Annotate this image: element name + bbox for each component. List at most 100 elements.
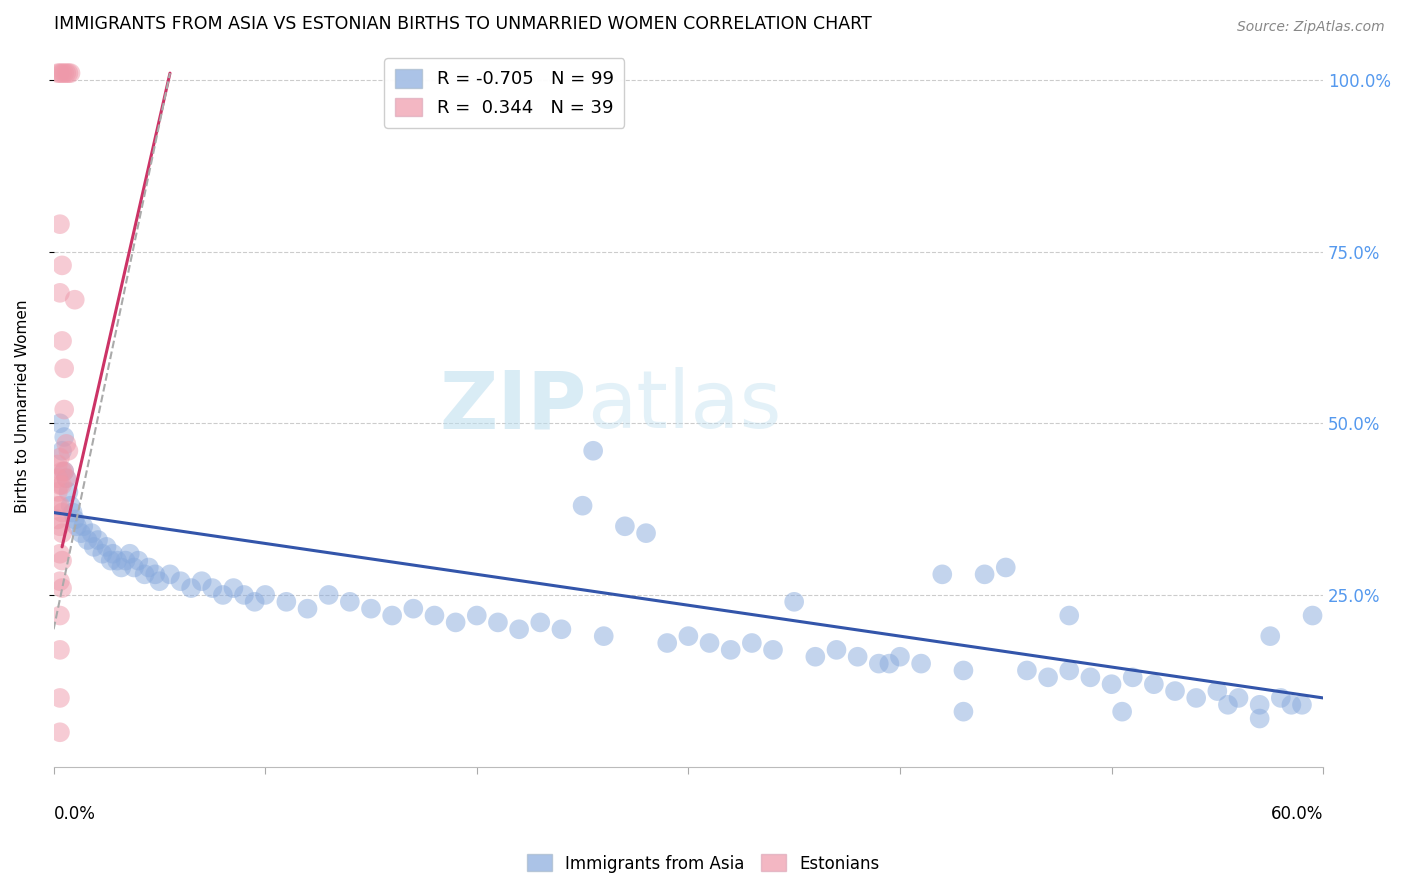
Point bbox=[46, 471, 69, 485]
Point bbox=[1279, 698, 1302, 712]
Point bbox=[55, 66, 77, 80]
Point bbox=[571, 499, 593, 513]
Point bbox=[804, 649, 827, 664]
Point bbox=[59, 499, 82, 513]
Legend: Immigrants from Asia, Estonians: Immigrants from Asia, Estonians bbox=[520, 847, 886, 880]
Point bbox=[91, 547, 114, 561]
Point bbox=[444, 615, 467, 630]
Point bbox=[46, 458, 69, 472]
Point bbox=[952, 705, 974, 719]
Point bbox=[1080, 670, 1102, 684]
Text: Source: ZipAtlas.com: Source: ZipAtlas.com bbox=[1237, 20, 1385, 34]
Point bbox=[49, 547, 72, 561]
Point bbox=[973, 567, 995, 582]
Point bbox=[58, 66, 80, 80]
Point bbox=[53, 430, 76, 444]
Point bbox=[51, 526, 73, 541]
Point bbox=[529, 615, 551, 630]
Point bbox=[233, 588, 256, 602]
Point bbox=[1185, 690, 1208, 705]
Point bbox=[423, 608, 446, 623]
Point bbox=[879, 657, 901, 671]
Point bbox=[180, 581, 202, 595]
Point bbox=[678, 629, 700, 643]
Point bbox=[783, 595, 806, 609]
Point bbox=[63, 512, 86, 526]
Point bbox=[825, 643, 848, 657]
Point bbox=[51, 464, 73, 478]
Point bbox=[159, 567, 181, 582]
Point bbox=[51, 553, 73, 567]
Point bbox=[49, 643, 72, 657]
Point bbox=[49, 66, 72, 80]
Point bbox=[1302, 608, 1324, 623]
Point bbox=[58, 443, 80, 458]
Point bbox=[657, 636, 679, 650]
Point bbox=[297, 601, 319, 615]
Point bbox=[63, 293, 86, 307]
Point bbox=[49, 690, 72, 705]
Point bbox=[550, 622, 572, 636]
Point bbox=[636, 526, 658, 541]
Point bbox=[138, 560, 160, 574]
Point bbox=[1057, 664, 1080, 678]
Point bbox=[1258, 629, 1281, 643]
Point bbox=[486, 615, 509, 630]
Point bbox=[254, 588, 277, 602]
Point bbox=[51, 443, 73, 458]
Point bbox=[741, 636, 763, 650]
Point bbox=[889, 649, 911, 664]
Point bbox=[276, 595, 298, 609]
Point bbox=[114, 553, 136, 567]
Point bbox=[201, 581, 224, 595]
Point bbox=[169, 574, 191, 589]
Point bbox=[318, 588, 340, 602]
Point bbox=[1101, 677, 1123, 691]
Point bbox=[83, 540, 105, 554]
Point bbox=[53, 464, 76, 478]
Point bbox=[49, 519, 72, 533]
Point bbox=[122, 560, 145, 574]
Y-axis label: Births to Unmarried Women: Births to Unmarried Women bbox=[15, 300, 30, 513]
Point bbox=[1227, 690, 1250, 705]
Point bbox=[51, 66, 73, 80]
Point bbox=[1206, 684, 1229, 698]
Text: ZIP: ZIP bbox=[440, 368, 586, 445]
Point bbox=[100, 553, 122, 567]
Text: 60.0%: 60.0% bbox=[1271, 805, 1323, 823]
Point bbox=[1216, 698, 1239, 712]
Point bbox=[49, 217, 72, 231]
Point bbox=[720, 643, 742, 657]
Text: 0.0%: 0.0% bbox=[53, 805, 96, 823]
Point bbox=[465, 608, 488, 623]
Point bbox=[101, 547, 124, 561]
Point bbox=[110, 560, 132, 574]
Point bbox=[49, 608, 72, 623]
Text: atlas: atlas bbox=[586, 368, 782, 445]
Point bbox=[59, 66, 82, 80]
Point bbox=[51, 581, 73, 595]
Point bbox=[53, 361, 76, 376]
Point bbox=[1164, 684, 1187, 698]
Point bbox=[994, 560, 1017, 574]
Point bbox=[51, 478, 73, 492]
Point bbox=[212, 588, 235, 602]
Point bbox=[1143, 677, 1166, 691]
Point bbox=[1291, 698, 1313, 712]
Point bbox=[868, 657, 890, 671]
Point bbox=[1057, 608, 1080, 623]
Point bbox=[931, 567, 953, 582]
Legend: R = -0.705   N = 99, R =  0.344   N = 39: R = -0.705 N = 99, R = 0.344 N = 39 bbox=[384, 58, 624, 128]
Point bbox=[339, 595, 361, 609]
Point bbox=[582, 443, 605, 458]
Point bbox=[910, 657, 932, 671]
Point bbox=[49, 574, 72, 589]
Point bbox=[1249, 712, 1271, 726]
Point bbox=[46, 66, 69, 80]
Point bbox=[53, 402, 76, 417]
Point bbox=[118, 547, 141, 561]
Point bbox=[96, 540, 118, 554]
Point bbox=[360, 601, 382, 615]
Point bbox=[51, 506, 73, 520]
Point bbox=[846, 649, 869, 664]
